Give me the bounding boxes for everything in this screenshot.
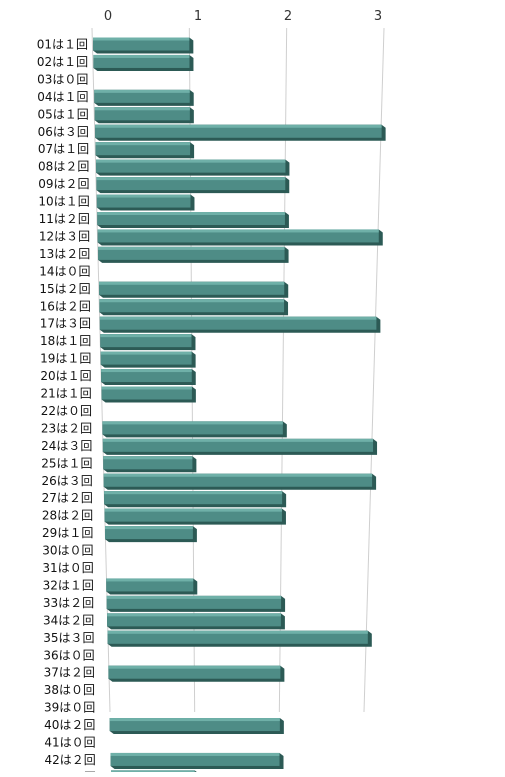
- bar: [107, 630, 372, 647]
- category-labels: 01は１回 02は１回 03は０回 04は１回 05は１回 06は３回 07は１回 08は２回…: [37, 38, 96, 777]
- category-label: 36は０回: [43, 648, 94, 662]
- category-label: 22は０回: [41, 404, 92, 418]
- bar: [96, 177, 290, 194]
- category-label: 28は２回: [42, 509, 93, 523]
- category-label: 07は１回: [38, 142, 89, 156]
- category-label: 05は１回: [37, 107, 88, 121]
- bar: [95, 124, 386, 141]
- bar: [94, 89, 194, 106]
- bar: [104, 508, 286, 525]
- bar: [101, 386, 196, 403]
- category-label: 04は１回: [37, 90, 88, 104]
- category-label: 20は１回: [40, 369, 91, 383]
- bar: [100, 351, 196, 368]
- x-tick-label: 1: [194, 9, 202, 24]
- bar: [107, 613, 285, 630]
- category-label: 29は１回: [42, 526, 93, 540]
- category-label: 13は２回: [39, 247, 90, 261]
- bar: [95, 142, 195, 159]
- category-label: 11は２回: [39, 212, 90, 226]
- category-label: 01は１回: [37, 38, 88, 52]
- category-label: 37は２回: [44, 666, 95, 680]
- bar: [108, 665, 285, 682]
- category-label: 10は１回: [38, 195, 89, 209]
- category-label: 08は２回: [38, 160, 89, 174]
- bar: [94, 107, 194, 124]
- category-label: 33は２回: [43, 596, 94, 610]
- category-label: 35は３回: [43, 631, 94, 645]
- category-label: 39は０回: [44, 701, 95, 715]
- bar: [110, 752, 284, 769]
- category-label: 31は０回: [42, 561, 93, 575]
- category-label: 24は３回: [41, 439, 92, 453]
- bar: [105, 526, 197, 543]
- bar: [103, 473, 377, 490]
- bar: [109, 718, 284, 735]
- category-label: 21は１回: [41, 387, 92, 401]
- bar: [98, 246, 289, 263]
- category-label: 26は３回: [41, 474, 92, 488]
- category-label: 34は２回: [43, 613, 94, 627]
- category-label: 14は０回: [39, 264, 90, 278]
- bar: [103, 456, 197, 473]
- bar: [96, 159, 290, 176]
- category-label: 06は３回: [38, 125, 89, 139]
- category-label: 32は１回: [43, 578, 94, 592]
- bars: [93, 37, 386, 777]
- bar: [106, 595, 286, 612]
- bar: [96, 194, 195, 211]
- bar: [104, 491, 287, 508]
- category-label: 40は２回: [44, 718, 95, 732]
- bar: [99, 299, 289, 316]
- category-label: 23は２回: [41, 421, 92, 435]
- category-label: 30は０回: [42, 544, 93, 558]
- x-tick-label: 2: [284, 9, 292, 24]
- bar: [99, 281, 289, 298]
- x-axis-ticks: 0 1 2 3: [104, 9, 382, 24]
- bar: [99, 316, 381, 333]
- bar: [102, 438, 378, 455]
- gridline-3: [363, 27, 385, 713]
- category-label: 15は２回: [39, 282, 90, 296]
- bar: [97, 229, 383, 246]
- bar: [93, 37, 194, 54]
- bar: [106, 578, 198, 595]
- bar: [102, 421, 287, 438]
- category-label: 42は２回: [45, 753, 96, 767]
- category-label: 12は３回: [39, 229, 90, 243]
- category-label: 09は２回: [38, 177, 89, 191]
- category-label: 16は２回: [40, 299, 91, 313]
- x-tick-label: 3: [374, 9, 382, 24]
- category-label: 02は１回: [37, 55, 88, 69]
- category-label: 25は１回: [41, 456, 92, 470]
- category-label: 17は３回: [40, 317, 91, 331]
- category-label: 38は０回: [44, 683, 95, 697]
- category-label: 18は１回: [40, 334, 91, 348]
- bar: [97, 212, 289, 228]
- bar: [100, 334, 196, 351]
- bar: [101, 369, 196, 386]
- bar: [93, 54, 194, 71]
- category-label: 27は２回: [42, 491, 93, 505]
- x-tick-label: 0: [104, 9, 112, 24]
- category-label: 41は０回: [44, 736, 95, 750]
- category-label: 03は０回: [37, 72, 88, 86]
- category-label: 19は１回: [40, 352, 91, 366]
